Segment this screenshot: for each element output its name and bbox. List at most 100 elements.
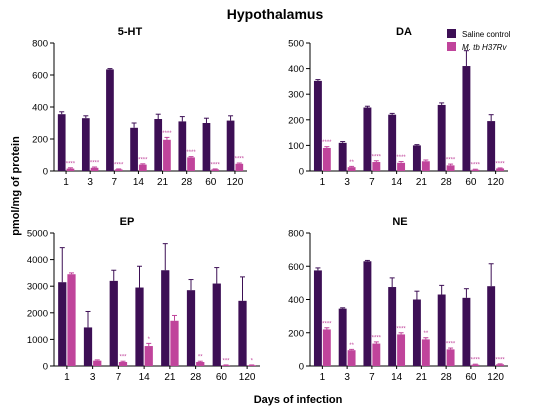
legend-swatch-saline — [447, 29, 456, 38]
bar — [462, 297, 471, 366]
y-tick-label: 800 — [32, 39, 48, 50]
y-tick-label: 400 — [32, 103, 48, 114]
legend-label-mtb: M. tb H37Rv — [462, 43, 507, 52]
bar — [170, 320, 179, 366]
y-tick-label: 3000 — [27, 282, 48, 293]
significance-marker: **** — [90, 161, 100, 167]
bar — [313, 80, 322, 171]
bar — [412, 145, 421, 171]
bar — [93, 360, 102, 366]
bar — [57, 114, 66, 171]
significance-marker: ** — [349, 343, 354, 349]
x-tick-label: 3 — [87, 177, 93, 188]
bar — [118, 362, 128, 366]
y-tick-label: 5000 — [27, 229, 48, 240]
panel-5-ht: 5-HT 0 200 400 600 800 **** 1 **** 3 **** 7 **** 14 **… — [32, 26, 247, 188]
significance-marker: ** — [423, 331, 428, 337]
y-tick-label: 300 — [288, 90, 304, 101]
significance-marker: **** — [322, 140, 332, 146]
significance-marker: **** — [211, 162, 221, 168]
significance-marker: * — [251, 358, 254, 364]
bar — [487, 286, 496, 366]
bar — [322, 147, 331, 171]
legend-label-saline: Saline control — [462, 30, 511, 39]
significance-marker: **** — [446, 158, 456, 164]
bar — [437, 294, 446, 366]
bar — [138, 164, 147, 171]
x-tick-label: 3 — [344, 372, 350, 383]
x-tick-label: 14 — [133, 177, 145, 188]
x-tick-label: 21 — [416, 372, 428, 383]
bar — [338, 142, 347, 171]
bar — [238, 300, 247, 366]
x-tick-label: 21 — [157, 177, 169, 188]
bar — [202, 123, 211, 171]
y-tick-label: 600 — [32, 71, 48, 82]
bar — [106, 69, 114, 171]
x-tick-label: 21 — [416, 177, 428, 188]
significance-marker: *** — [222, 358, 230, 364]
legend: Saline control M. tb H37Rv — [447, 29, 511, 52]
x-tick-label: 60 — [205, 177, 217, 188]
bar — [178, 121, 187, 171]
x-tick-label: 14 — [391, 177, 403, 188]
x-tick-label: 1 — [320, 177, 326, 188]
y-tick-label: 500 — [288, 39, 304, 50]
bar — [471, 364, 480, 366]
y-axis-label: pmol/mg of protein — [10, 136, 22, 236]
significance-marker: **** — [186, 150, 196, 156]
y-tick-label: 400 — [288, 64, 304, 75]
bar — [221, 365, 231, 366]
panel-da: DA 0 100 200 300 400 500 **** 1 ** 3 **** 7 **** 14 21 *… — [288, 26, 508, 188]
bar — [114, 169, 123, 171]
y-tick-label: 400 — [288, 295, 304, 306]
significance-marker: **** — [471, 358, 481, 364]
x-tick-label: 120 — [227, 177, 244, 188]
bar — [161, 270, 170, 366]
y-tick-label: 4000 — [27, 255, 48, 266]
x-tick-label: 14 — [391, 372, 403, 383]
bar — [154, 119, 163, 171]
x-tick-label: 7 — [369, 372, 375, 383]
bar — [135, 287, 144, 366]
x-tick-label: 120 — [487, 372, 504, 383]
panel-title: DA — [396, 26, 412, 38]
x-tick-label: 21 — [164, 372, 176, 383]
bar — [144, 346, 153, 366]
bar — [363, 261, 372, 366]
panel-title: NE — [392, 216, 407, 228]
x-tick-label: 3 — [90, 372, 96, 383]
significance-marker: *** — [119, 355, 127, 361]
x-tick-label: 28 — [181, 177, 193, 188]
bar — [363, 107, 372, 171]
x-tick-label: 1 — [320, 372, 326, 383]
figure-title: Hypothalamus — [227, 6, 324, 22]
panel-title: EP — [120, 216, 135, 228]
x-tick-label: 28 — [441, 177, 453, 188]
bar — [235, 163, 244, 171]
x-axis-label: Days of infection — [254, 394, 343, 406]
significance-marker: **** — [372, 335, 382, 341]
y-tick-label: 0 — [299, 362, 304, 373]
y-tick-label: 200 — [32, 135, 48, 146]
bar — [83, 327, 93, 366]
bar — [372, 343, 381, 366]
y-tick-label: 0 — [299, 167, 304, 178]
bar — [211, 169, 220, 171]
y-tick-label: 0 — [43, 362, 48, 373]
bar — [130, 127, 138, 171]
bar — [462, 66, 471, 171]
bar — [163, 139, 171, 171]
y-tick-label: 200 — [288, 328, 304, 339]
x-tick-label: 28 — [190, 372, 202, 383]
significance-marker: ** — [198, 355, 203, 361]
significance-marker: **** — [235, 157, 245, 163]
bar — [226, 120, 235, 171]
bar — [412, 299, 421, 366]
y-tick-label: 800 — [288, 229, 304, 240]
bar — [347, 167, 356, 171]
x-tick-label: 3 — [344, 177, 350, 188]
significance-marker: * — [148, 337, 151, 343]
